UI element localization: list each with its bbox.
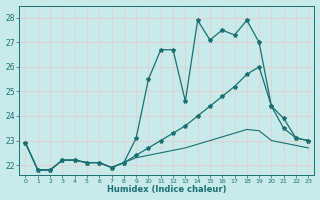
X-axis label: Humidex (Indice chaleur): Humidex (Indice chaleur) [107,185,227,194]
